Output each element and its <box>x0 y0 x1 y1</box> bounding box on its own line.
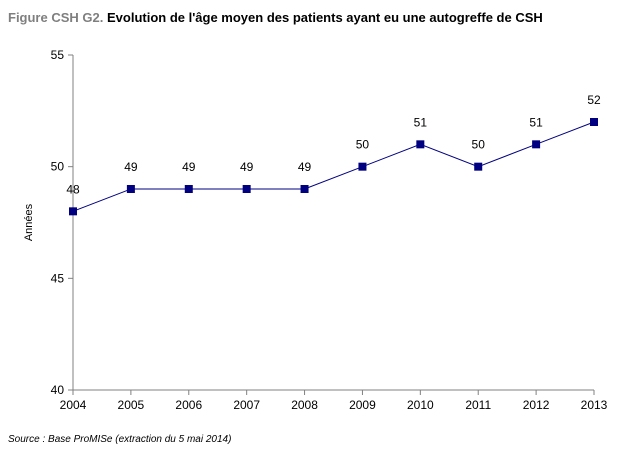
data-label: 51 <box>529 115 543 129</box>
data-point <box>126 185 135 193</box>
data-point <box>69 207 77 216</box>
data-point <box>242 185 251 193</box>
data-label: 49 <box>240 160 254 174</box>
y-axis-label: Années <box>23 203 35 241</box>
data-label: 48 <box>66 182 80 196</box>
data-point <box>474 162 483 171</box>
data-label: 49 <box>124 160 138 174</box>
data-label: 50 <box>472 138 486 152</box>
x-tick-label: 2010 <box>407 398 434 412</box>
figure-title: Figure CSH G2. Evolution de l'âge moyen … <box>8 10 543 25</box>
x-tick-label: 2011 <box>465 398 491 412</box>
source-note: Source : Base ProMISe (extraction du 5 m… <box>8 434 232 445</box>
data-label: 49 <box>298 160 312 174</box>
x-tick-label: 2012 <box>523 398 550 412</box>
x-tick-label: 2007 <box>233 398 260 412</box>
data-point <box>532 140 541 149</box>
x-tick-label: 2008 <box>291 398 318 412</box>
data-point <box>590 118 598 126</box>
data-label: 49 <box>182 160 196 174</box>
data-point <box>416 140 425 149</box>
data-point <box>358 162 367 171</box>
figure-heading: Evolution de l'âge moyen des patients ay… <box>106 10 543 25</box>
x-tick-label: 2006 <box>175 398 202 412</box>
x-tick-label: 2009 <box>349 398 376 412</box>
x-tick-label: 2005 <box>118 398 145 412</box>
data-point <box>184 185 193 193</box>
series-line <box>72 121 595 212</box>
data-label: 52 <box>587 93 601 107</box>
figure-number: Figure CSH G2. <box>8 10 104 25</box>
y-tick-label: 40 <box>51 383 65 397</box>
y-tick-label: 50 <box>51 160 65 174</box>
data-point <box>300 185 309 193</box>
x-tick-label: 2013 <box>581 398 608 412</box>
data-label: 50 <box>356 138 370 152</box>
x-tick-label: 2004 <box>60 398 87 412</box>
y-tick-label: 55 <box>51 48 65 62</box>
y-tick-label: 45 <box>51 271 65 285</box>
data-label: 51 <box>414 115 428 129</box>
